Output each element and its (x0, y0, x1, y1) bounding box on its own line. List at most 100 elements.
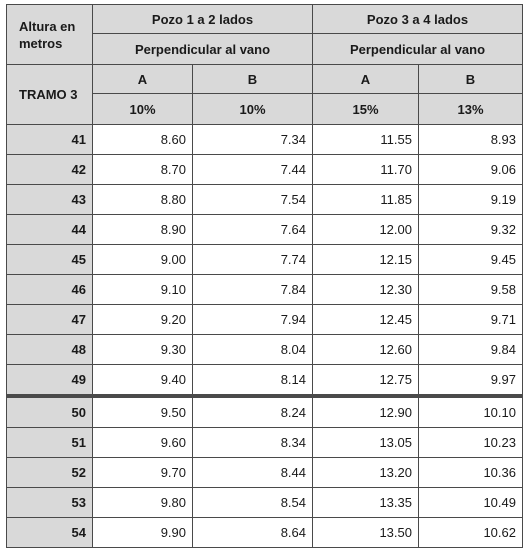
row-height-cell: 46 (6, 274, 93, 305)
value-cell: 8.60 (92, 124, 193, 155)
value-cell: 7.94 (192, 304, 313, 335)
value-cell: 13.35 (312, 487, 419, 518)
table-row: 43 8.80 7.54 11.85 9.19 (6, 184, 523, 215)
group-1-title: Pozo 1 a 2 lados (92, 4, 313, 34)
value-cell: 10.10 (418, 394, 523, 428)
value-cell: 12.90 (312, 394, 419, 428)
col-pct-2a: 15% (312, 93, 419, 125)
row-height-cell: 44 (6, 214, 93, 245)
value-cell: 11.85 (312, 184, 419, 215)
value-cell: 9.90 (92, 517, 193, 548)
value-cell: 9.45 (418, 244, 523, 275)
row-height-cell: 52 (6, 457, 93, 488)
table-container: Altura en metros Pozo 1 a 2 lados Pozo 3… (6, 4, 523, 548)
row-height-cell: 49 (6, 364, 93, 397)
row-height-cell: 54 (6, 517, 93, 548)
row-height-cell: 51 (6, 427, 93, 458)
row-height-cell: 41 (6, 124, 93, 155)
row-height-cell: 43 (6, 184, 93, 215)
value-cell: 7.84 (192, 274, 313, 305)
value-cell: 10.49 (418, 487, 523, 518)
value-cell: 9.84 (418, 334, 523, 365)
value-cell: 7.34 (192, 124, 313, 155)
table-row: 49 9.40 8.14 12.75 9.97 (6, 364, 523, 397)
col-letter-1a: A (92, 64, 193, 94)
value-cell: 8.90 (92, 214, 193, 245)
value-cell: 7.54 (192, 184, 313, 215)
value-cell: 8.70 (92, 154, 193, 185)
table-row: 45 9.00 7.74 12.15 9.45 (6, 244, 523, 275)
table-row: 53 9.80 8.54 13.35 10.49 (6, 487, 523, 518)
value-cell: 9.06 (418, 154, 523, 185)
group-1-subtitle: Perpendicular al vano (92, 33, 313, 65)
table-row: 47 9.20 7.94 12.45 9.71 (6, 304, 523, 335)
value-cell: 13.05 (312, 427, 419, 458)
value-cell: 12.75 (312, 364, 419, 397)
value-cell: 9.30 (92, 334, 193, 365)
value-cell: 11.55 (312, 124, 419, 155)
col-pct-1b: 10% (192, 93, 313, 125)
value-cell: 8.80 (92, 184, 193, 215)
value-cell: 9.10 (92, 274, 193, 305)
table-row: 41 8.60 7.34 11.55 8.93 (6, 124, 523, 155)
value-cell: 9.97 (418, 364, 523, 397)
value-cell: 9.00 (92, 244, 193, 275)
value-cell: 9.50 (92, 394, 193, 428)
value-cell: 10.36 (418, 457, 523, 488)
row-height-cell: 42 (6, 154, 93, 185)
row-height-cell: 53 (6, 487, 93, 518)
tramo-header: TRAMO 3 (6, 64, 93, 125)
group-2-title: Pozo 3 a 4 lados (312, 4, 523, 34)
group-2-subtitle: Perpendicular al vano (312, 33, 523, 65)
height-values-table: Altura en metros Pozo 1 a 2 lados Pozo 3… (6, 4, 523, 548)
table-row: 42 8.70 7.44 11.70 9.06 (6, 154, 523, 185)
col-letter-2b: B (418, 64, 523, 94)
table-body: 41 8.60 7.34 11.55 8.93 42 8.70 7.44 11.70 9.06 43… (6, 124, 523, 548)
value-cell: 12.00 (312, 214, 419, 245)
col-letter-2a: A (312, 64, 419, 94)
value-cell: 11.70 (312, 154, 419, 185)
value-cell: 9.20 (92, 304, 193, 335)
value-cell: 12.15 (312, 244, 419, 275)
value-cell: 7.64 (192, 214, 313, 245)
table-row: 44 8.90 7.64 12.00 9.32 (6, 214, 523, 245)
value-cell: 9.60 (92, 427, 193, 458)
value-cell: 8.93 (418, 124, 523, 155)
value-cell: 9.32 (418, 214, 523, 245)
table-row: 52 9.70 8.44 13.20 10.36 (6, 457, 523, 488)
row-height-cell: 50 (6, 394, 93, 428)
table-row: 54 9.90 8.64 13.50 10.62 (6, 517, 523, 548)
table-row: 50 9.50 8.24 12.90 10.10 (6, 394, 523, 428)
value-cell: 9.71 (418, 304, 523, 335)
col-pct-2b: 13% (418, 93, 523, 125)
table-row: 51 9.60 8.34 13.05 10.23 (6, 427, 523, 458)
value-cell: 9.58 (418, 274, 523, 305)
value-cell: 8.34 (192, 427, 313, 458)
row-height-cell: 48 (6, 334, 93, 365)
value-cell: 8.64 (192, 517, 313, 548)
altura-header: Altura en metros (6, 4, 93, 65)
col-letter-1b: B (192, 64, 313, 94)
value-cell: 10.23 (418, 427, 523, 458)
row-height-cell: 47 (6, 304, 93, 335)
value-cell: 7.44 (192, 154, 313, 185)
value-cell: 8.24 (192, 394, 313, 428)
value-cell: 7.74 (192, 244, 313, 275)
value-cell: 8.14 (192, 364, 313, 397)
row-height-cell: 45 (6, 244, 93, 275)
value-cell: 9.40 (92, 364, 193, 397)
value-cell: 9.70 (92, 457, 193, 488)
value-cell: 13.20 (312, 457, 419, 488)
value-cell: 12.30 (312, 274, 419, 305)
table-row: 48 9.30 8.04 12.60 9.84 (6, 334, 523, 365)
value-cell: 9.19 (418, 184, 523, 215)
col-pct-1a: 10% (92, 93, 193, 125)
value-cell: 8.04 (192, 334, 313, 365)
value-cell: 8.44 (192, 457, 313, 488)
table-row: 46 9.10 7.84 12.30 9.58 (6, 274, 523, 305)
value-cell: 10.62 (418, 517, 523, 548)
value-cell: 9.80 (92, 487, 193, 518)
table-header: Altura en metros Pozo 1 a 2 lados Pozo 3… (6, 4, 523, 125)
value-cell: 12.60 (312, 334, 419, 365)
value-cell: 8.54 (192, 487, 313, 518)
